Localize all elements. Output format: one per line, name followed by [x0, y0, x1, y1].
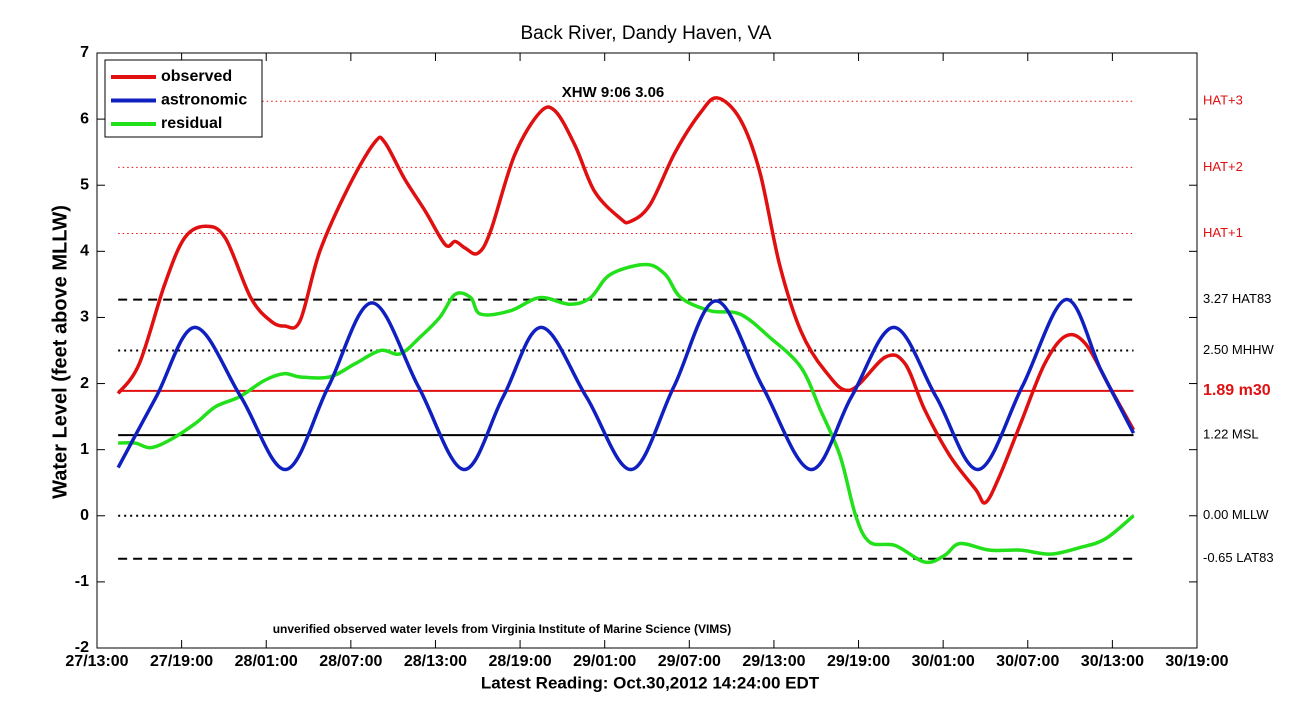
x-tick-label: 29/01:00 — [573, 653, 636, 670]
y-tick-label: 2 — [80, 375, 89, 392]
legend-label: observed — [161, 68, 232, 85]
y-tick-label: 6 — [80, 110, 89, 127]
y-tick-label: 3 — [80, 309, 89, 326]
x-tick-label: 28/07:00 — [319, 653, 382, 670]
legend-label: residual — [161, 115, 222, 132]
x-tick-label: 28/01:00 — [235, 653, 298, 670]
y-tick-label: 4 — [80, 243, 89, 260]
reference-label: 0.00 MLLW — [1203, 507, 1269, 522]
reference-label: 3.27 HAT83 — [1203, 291, 1271, 306]
y-tick-label: -2 — [75, 639, 89, 656]
data-line — [116, 96, 1136, 505]
x-tick-label: 29/07:00 — [658, 653, 721, 670]
reference-label: -0.65 LAT83 — [1203, 550, 1274, 565]
chart-title: Back River, Dandy Haven, VA — [521, 23, 772, 44]
y-tick-label: 7 — [80, 44, 89, 61]
x-tick-label: 28/19:00 — [488, 653, 551, 670]
data-line — [118, 262, 1135, 565]
x-tick-label: 27/19:00 — [150, 653, 213, 670]
annotation: XHW 9:06 3.06 — [562, 84, 665, 101]
reference-label: 2.50 MHHW — [1203, 342, 1275, 357]
y-axis-label: Water Level (feet above MLLW) — [49, 205, 71, 499]
x-tick-label: 30/19:00 — [1165, 653, 1228, 670]
x-tick-label: 29/13:00 — [742, 653, 805, 670]
data-line — [116, 297, 1136, 472]
x-axis-label: Latest Reading: Oct.30,2012 14:24:00 EDT — [481, 673, 820, 692]
x-tick-label: 29/19:00 — [827, 653, 890, 670]
reference-label: 1.22 MSL — [1203, 427, 1259, 442]
legend-label: astronomic — [161, 92, 247, 109]
reference-label: 1.89 m30 — [1203, 382, 1271, 399]
x-tick-label: 30/01:00 — [912, 653, 975, 670]
reference-label: HAT+1 — [1203, 225, 1243, 240]
x-tick-label: 30/13:00 — [1081, 653, 1144, 670]
reference-label: HAT+2 — [1203, 159, 1243, 174]
plot-frame — [96, 52, 1198, 649]
x-tick-label: 28/13:00 — [404, 653, 467, 670]
legend: observed astronomic residual — [104, 59, 263, 138]
y-tick-label: -1 — [75, 573, 89, 590]
y-tick-label: 1 — [80, 441, 89, 458]
x-tick-label: 27/13:00 — [65, 653, 128, 670]
y-tick-label: 0 — [80, 507, 89, 524]
y-tick-label: 5 — [80, 176, 89, 193]
x-tick-label: 30/07:00 — [996, 653, 1059, 670]
reference-label: HAT+3 — [1203, 93, 1243, 108]
annotation: unverified observed water levels from Vi… — [273, 622, 732, 636]
